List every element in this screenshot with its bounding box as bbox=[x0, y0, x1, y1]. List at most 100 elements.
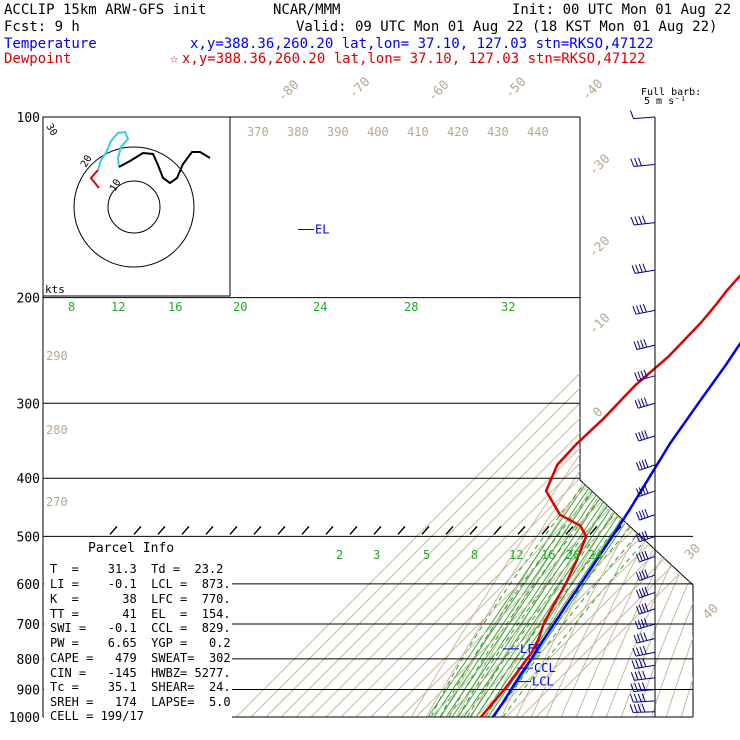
isotherm-line bbox=[400, 117, 693, 717]
dewpoint-line bbox=[479, 274, 740, 718]
dry-adiabat-line bbox=[650, 117, 693, 717]
lcl-marker: LCL bbox=[532, 675, 554, 689]
hatch-mark bbox=[277, 525, 286, 535]
moist-adiabat-line bbox=[466, 477, 645, 717]
mixing-ratio-tick-label: 32 bbox=[501, 300, 515, 314]
hatch-mark bbox=[109, 525, 118, 535]
hatch-mark bbox=[181, 525, 190, 535]
wind-barb-flag bbox=[644, 430, 649, 439]
legend-dewpoint: Dewpoint bbox=[4, 51, 71, 67]
isotherm-tick-label: -30 bbox=[586, 152, 613, 179]
wind-barb-flag bbox=[643, 397, 648, 406]
temperature-location: x,y=388.36,260.20 lat,lon= 37.10, 127.03… bbox=[190, 36, 654, 52]
wind-barb-flag bbox=[635, 647, 640, 656]
wind-barb-flag bbox=[633, 634, 638, 644]
wind-barb-flag bbox=[635, 305, 640, 314]
wind-barb-flag bbox=[635, 264, 640, 274]
wind-barb-flag bbox=[635, 462, 640, 471]
wind-barb-staff bbox=[633, 116, 656, 120]
theta-tick-label: 420 bbox=[447, 125, 469, 139]
wind-barb-flag bbox=[630, 158, 635, 167]
wind-barb-flag bbox=[641, 551, 646, 561]
hatch-mark bbox=[397, 525, 406, 535]
theta-tick-label: 440 bbox=[527, 125, 549, 139]
wind-barb-flag bbox=[641, 703, 646, 713]
wind-barb-flag bbox=[638, 671, 643, 680]
ccl-marker: CCL bbox=[534, 661, 556, 675]
theta-tick-label: 290 bbox=[46, 349, 68, 363]
mixing-ratio-tick-label: 12 bbox=[509, 548, 523, 562]
wind-barb-flag bbox=[641, 430, 646, 440]
dewpoint-location: x,y=388.36,260.20 lat,lon= 37.10, 127.03… bbox=[182, 51, 646, 67]
mixing-ratio-tick-label: 20 bbox=[233, 300, 247, 314]
lfc-marker: LFC bbox=[520, 642, 542, 656]
wind-barb-flag bbox=[642, 303, 647, 313]
wind-barb-flag bbox=[637, 693, 642, 702]
wind-barb-flag bbox=[642, 645, 647, 655]
hodograph-ring-10: 10 bbox=[108, 178, 124, 194]
barb-note-units: 5 m s⁻¹ bbox=[644, 96, 686, 107]
dry-adiabat-line bbox=[635, 117, 693, 717]
hatch-mark bbox=[565, 525, 574, 535]
hatch-mark bbox=[301, 525, 310, 535]
wind-barb-flag bbox=[633, 341, 638, 350]
mixing-ratio-tick-label: 28 bbox=[404, 300, 418, 314]
parcel-row: SREH = 174 LAPSE= 5.0 bbox=[50, 695, 231, 709]
wind-barb-flag bbox=[643, 632, 648, 641]
wind-barb-flag bbox=[638, 571, 643, 580]
wind-barb-flag bbox=[643, 618, 648, 627]
mixing-ratio-tick-label: 3 bbox=[373, 548, 380, 562]
dry-adiabat-line bbox=[726, 117, 740, 717]
parcel-row: LI = -0.1 LCL = 873. bbox=[50, 577, 231, 591]
wind-barb-flag bbox=[638, 215, 643, 225]
mixing-ratio-tick-label: 24 bbox=[588, 548, 602, 562]
hatch-mark bbox=[253, 525, 262, 535]
hatch-mark bbox=[517, 525, 526, 535]
header-org: NCAR/MMM bbox=[273, 2, 340, 18]
parcel-row: CELL = 199/17 bbox=[50, 709, 144, 723]
isotherm-line bbox=[475, 117, 693, 717]
hatch-mark bbox=[349, 525, 358, 535]
parcel-row: PW = 6.65 YGP = 0.2 bbox=[50, 636, 231, 650]
pressure-tick-label: 1000 bbox=[9, 711, 40, 726]
wind-barb-flag bbox=[636, 633, 641, 643]
isotherm-line bbox=[235, 117, 693, 717]
wind-barb-flag bbox=[640, 398, 645, 407]
wind-barb-flag bbox=[637, 399, 642, 408]
parcel-row: Tc = 35.1 SHEAR= 24. bbox=[50, 680, 231, 694]
wind-barb-flag bbox=[641, 682, 646, 691]
mixing-ratio-tick-label: 20 bbox=[566, 548, 580, 562]
parcel-row: K = 38 LFC = 770. bbox=[50, 592, 231, 606]
hatch-mark bbox=[493, 525, 502, 535]
right-border-line bbox=[579, 117, 694, 717]
pressure-tick-label: 300 bbox=[17, 397, 40, 412]
mixing-ratio-tick-label: 12 bbox=[111, 300, 125, 314]
wind-barb-flag bbox=[635, 572, 640, 581]
dry-adiabat-line bbox=[696, 117, 740, 717]
theta-tick-label: 410 bbox=[407, 125, 429, 139]
mixing-ratio-line bbox=[469, 297, 693, 717]
wind-barb-flag bbox=[638, 588, 643, 598]
wind-barb-flag bbox=[638, 461, 643, 470]
wind-barb-flag bbox=[634, 216, 639, 225]
pressure-tick-label: 100 bbox=[17, 111, 40, 126]
isotherm-line bbox=[460, 117, 693, 717]
hatch-mark bbox=[445, 525, 454, 535]
isotherm-line bbox=[490, 117, 693, 717]
wind-barb-flag bbox=[638, 264, 643, 273]
theta-tick-label: 430 bbox=[487, 125, 509, 139]
wind-barb-flag bbox=[635, 659, 640, 669]
hodograph-trace-cyan bbox=[97, 130, 130, 171]
wind-barb-flag bbox=[638, 682, 642, 691]
wind-barb-flag bbox=[640, 370, 645, 380]
wind-barb-flag bbox=[641, 693, 646, 702]
pressure-tick-label: 500 bbox=[17, 530, 40, 545]
isotherm-line bbox=[520, 117, 693, 717]
isotherm-tick-label: 40 bbox=[700, 601, 722, 623]
hatch-mark bbox=[157, 525, 166, 535]
header-model-title: ACCLIP 15km ARW-GFS init bbox=[4, 2, 206, 18]
wind-barb-flag bbox=[644, 530, 649, 540]
wind-barb-flag bbox=[637, 371, 642, 380]
dry-adiabat-line bbox=[620, 117, 693, 717]
